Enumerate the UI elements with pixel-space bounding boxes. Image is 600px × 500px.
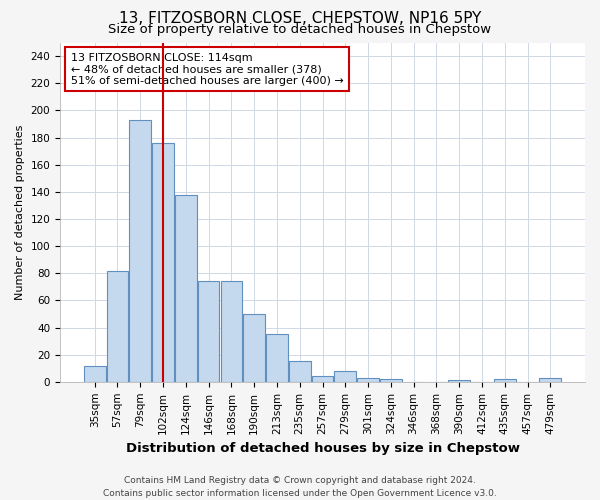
- Text: 13 FITZOSBORN CLOSE: 114sqm
← 48% of detached houses are smaller (378)
51% of se: 13 FITZOSBORN CLOSE: 114sqm ← 48% of det…: [71, 52, 343, 86]
- Bar: [244, 314, 265, 382]
- Text: Size of property relative to detached houses in Chepstow: Size of property relative to detached ho…: [109, 22, 491, 36]
- Bar: [539, 378, 561, 382]
- Bar: [357, 378, 379, 382]
- Bar: [175, 194, 197, 382]
- Bar: [221, 282, 242, 382]
- Bar: [107, 270, 128, 382]
- Bar: [380, 379, 401, 382]
- Bar: [84, 366, 106, 382]
- Bar: [494, 379, 515, 382]
- Bar: [448, 380, 470, 382]
- Bar: [289, 362, 311, 382]
- Bar: [130, 120, 151, 382]
- Bar: [311, 376, 334, 382]
- Y-axis label: Number of detached properties: Number of detached properties: [15, 124, 25, 300]
- Bar: [334, 371, 356, 382]
- X-axis label: Distribution of detached houses by size in Chepstow: Distribution of detached houses by size …: [125, 442, 520, 455]
- Bar: [152, 143, 174, 382]
- Bar: [266, 334, 288, 382]
- Bar: [198, 282, 220, 382]
- Text: Contains HM Land Registry data © Crown copyright and database right 2024.
Contai: Contains HM Land Registry data © Crown c…: [103, 476, 497, 498]
- Text: 13, FITZOSBORN CLOSE, CHEPSTOW, NP16 5PY: 13, FITZOSBORN CLOSE, CHEPSTOW, NP16 5PY: [119, 11, 481, 26]
